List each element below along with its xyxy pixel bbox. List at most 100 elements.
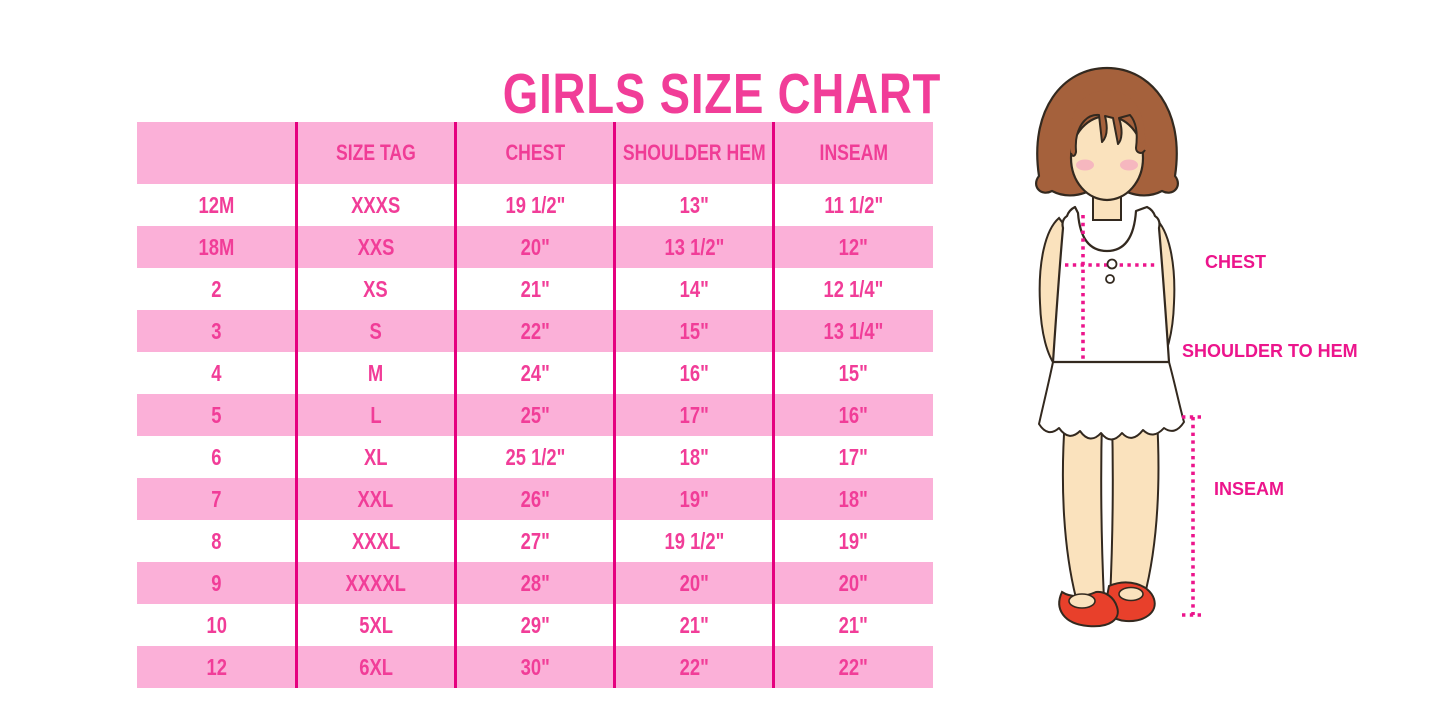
column-divider [454, 122, 457, 688]
shoulder-to-hem-label: SHOULDER TO HEM [1182, 341, 1358, 361]
table-cell: 11 1/2" [823, 191, 883, 218]
table-cell: 12 [206, 653, 227, 680]
column-divider [772, 122, 775, 688]
table-cell: 16" [838, 401, 869, 428]
table-cell: 12" [838, 233, 869, 260]
table-row: 12M XXXS 19 1/2" 13" 11 1/2" [137, 184, 933, 226]
table-cell: 30" [520, 653, 550, 680]
shirt-button-bottom [1105, 274, 1115, 284]
table-cell: 7 [211, 485, 222, 512]
table-cell: XXXS [351, 191, 401, 218]
table-cell: L [370, 401, 382, 428]
table-cell: 19" [679, 485, 709, 512]
table-row: 12 6XL 30" 22" 22" [137, 646, 933, 688]
column-divider [295, 122, 298, 688]
header-cell-chest: CHEST [505, 140, 565, 165]
table-cell: 22" [520, 317, 550, 344]
table-cell: XXL [357, 485, 394, 512]
table-cell: 9 [211, 569, 222, 596]
table-cell: 15" [838, 359, 869, 386]
bangs-edge [1070, 113, 1146, 157]
table-cell: 29" [520, 611, 550, 638]
table-row: 18M XXS 20" 13 1/2" 12" [137, 226, 933, 268]
table-cell: 19 1/2" [505, 191, 565, 218]
table-cell: 26" [520, 485, 550, 512]
table-cell: XL [364, 443, 388, 470]
table-row: 4 M 24" 16" 15" [137, 352, 933, 394]
table-cell: 12 1/4" [823, 275, 884, 302]
table-cell: S [369, 317, 382, 344]
table-row: 10 5XL 29" 21" 21" [137, 604, 933, 646]
table-cell: 17" [838, 443, 869, 470]
table-cell: 21" [838, 611, 869, 638]
table-cell: 13 1/4" [823, 317, 884, 344]
blush-right [1120, 159, 1138, 171]
table-cell: 17" [679, 401, 709, 428]
table-cell: 19 1/2" [664, 527, 725, 554]
table-cell: 16" [679, 359, 709, 386]
table-cell: 20" [838, 569, 869, 596]
table-cell: 13 1/2" [664, 233, 725, 260]
table-cell: 15" [679, 317, 709, 344]
header-cell-inseam: INSEAM [819, 140, 888, 165]
table-row: 9 XXXXL 28" 20" 20" [137, 562, 933, 604]
table-cell: 4 [211, 359, 222, 386]
table-cell: 18" [679, 443, 709, 470]
table-cell: M [368, 359, 384, 386]
table-cell: 27" [520, 527, 550, 554]
shirt-button-top [1106, 258, 1118, 270]
table-cell: XXXXL [345, 569, 406, 596]
table-cell: 18M [198, 233, 235, 260]
chest-label: CHEST [1205, 252, 1267, 272]
table-cell: 22" [838, 653, 869, 680]
table-row: 6 XL 25 1/2" 18" 17" [137, 436, 933, 478]
table-cell: 8 [211, 527, 222, 554]
table-cell: 10 [206, 611, 227, 638]
table-row: 5 L 25" 17" 16" [137, 394, 933, 436]
table-cell: 6XL [358, 653, 393, 680]
table-cell: 12M [198, 191, 235, 218]
table-cell: XXXL [351, 527, 400, 554]
shoe-right-opening [1118, 586, 1144, 602]
shirt [1051, 205, 1171, 364]
table-cell: 20" [679, 569, 709, 596]
size-chart-table: SIZE TAG CHEST SHOULDER HEM INSEAM 12M X… [137, 122, 933, 688]
table-cell: XS [363, 275, 389, 302]
table-row: 8 XXXL 27" 19 1/2" 19" [137, 520, 933, 562]
column-divider [613, 122, 616, 688]
table-cell: 24" [520, 359, 550, 386]
table-row: 3 S 22" 15" 13 1/4" [137, 310, 933, 352]
header-cell-shoulder-hem: SHOULDER HEM [622, 140, 766, 165]
blush-left [1076, 159, 1094, 171]
table-cell: 21" [520, 275, 550, 302]
table-header-row: SIZE TAG CHEST SHOULDER HEM INSEAM [137, 122, 933, 184]
table-cell: 21" [679, 611, 709, 638]
table-cell: 22" [679, 653, 709, 680]
table-cell: 3 [211, 317, 222, 344]
header-cell-size-tag: SIZE TAG [335, 140, 416, 165]
table-cell: 25 1/2" [505, 443, 565, 470]
leg-right [1108, 417, 1160, 602]
page-title: GIRLS SIZE CHART [503, 62, 942, 127]
inseam-label: INSEAM [1214, 479, 1285, 499]
leg-left [1061, 417, 1106, 602]
table-cell: XXS [357, 233, 395, 260]
table-cell: 5XL [358, 611, 393, 638]
table-cell: 14" [679, 275, 709, 302]
table-cell: 20" [520, 233, 550, 260]
table-row: 2 XS 21" 14" 12 1/4" [137, 268, 933, 310]
table-body: 12M XXXS 19 1/2" 13" 11 1/2" 18M XXS 20"… [137, 184, 933, 688]
bangs [1070, 90, 1146, 156]
girl-illustration [1035, 66, 1205, 628]
table-row: 7 XXL 26" 19" 18" [137, 478, 933, 520]
table-cell: 25" [520, 401, 550, 428]
table-cell: 13" [679, 191, 709, 218]
header-cell-size [137, 122, 296, 184]
table-cell: 18" [838, 485, 869, 512]
table-cell: 5 [211, 401, 222, 428]
table-cell: 28" [520, 569, 550, 596]
shoe-left-opening [1068, 593, 1096, 609]
table-cell: 19" [838, 527, 869, 554]
table-cell: 2 [211, 275, 222, 302]
table-cell: 6 [211, 443, 222, 470]
